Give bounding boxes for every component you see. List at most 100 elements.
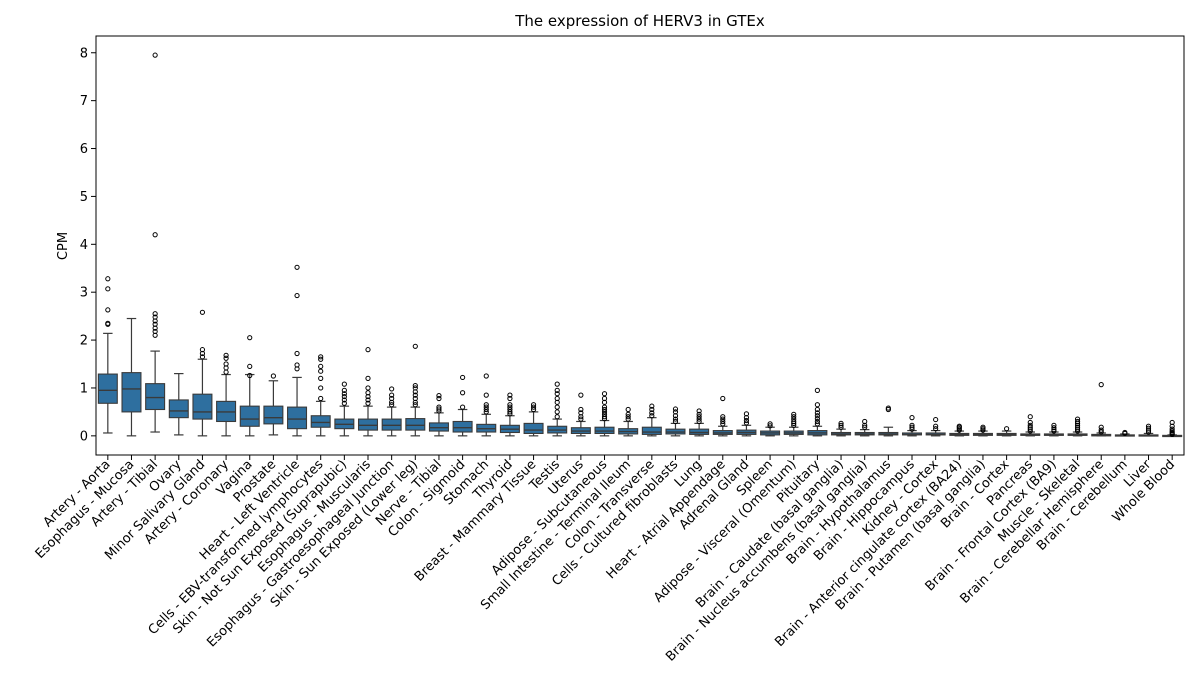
outlier-point xyxy=(412,395,418,402)
iqr-box xyxy=(689,428,710,435)
outlier-point xyxy=(483,373,489,379)
outlier-point xyxy=(743,420,750,426)
outlier-point xyxy=(601,391,608,397)
box-38 xyxy=(996,426,1017,437)
outlier-point xyxy=(1027,419,1033,426)
outlier-point xyxy=(909,422,915,428)
box-23 xyxy=(641,403,662,437)
outlier-point xyxy=(507,402,513,408)
outlier-point xyxy=(152,52,158,58)
box-11 xyxy=(357,347,379,437)
iqr-box xyxy=(641,426,662,435)
outlier-point xyxy=(554,391,560,397)
chart-title: The expression of HERV3 in GTEx xyxy=(514,12,765,30)
outlier-point xyxy=(507,395,513,402)
outlier-point xyxy=(199,354,206,360)
outlier-point xyxy=(649,413,655,419)
box-21 xyxy=(594,391,615,437)
box-33 xyxy=(878,405,899,437)
box-7 xyxy=(263,373,284,436)
outlier-point xyxy=(672,416,679,422)
iqr-box xyxy=(168,399,189,419)
outlier-point xyxy=(554,381,560,387)
outlier-point xyxy=(365,385,371,391)
outlier-point xyxy=(578,406,584,413)
outlier-point xyxy=(483,404,489,410)
outlier-point xyxy=(365,390,371,396)
outlier-point xyxy=(601,409,608,415)
outlier-point xyxy=(814,418,820,425)
iqr-box xyxy=(594,426,615,435)
outlier-point xyxy=(1098,382,1104,388)
outlier-point xyxy=(1169,428,1175,434)
box-10 xyxy=(334,381,355,437)
outlier-point xyxy=(223,361,229,367)
outlier-point xyxy=(720,416,726,422)
outlier-point xyxy=(389,386,395,392)
outlier-point xyxy=(223,352,229,358)
box-20 xyxy=(570,392,591,437)
y-tick-label: 1 xyxy=(80,381,88,396)
box-0 xyxy=(97,276,118,434)
outlier-point xyxy=(672,418,679,425)
outlier-point xyxy=(318,375,324,381)
outlier-point xyxy=(365,347,371,353)
outlier-point xyxy=(152,232,158,238)
box-42 xyxy=(1091,382,1112,437)
outlier-point xyxy=(791,418,797,425)
outlier-point xyxy=(365,397,371,403)
y-tick-label: 4 xyxy=(80,238,88,253)
outlier-point xyxy=(318,368,324,374)
outlier-point xyxy=(767,423,773,429)
box-31 xyxy=(831,420,852,437)
outlier-point xyxy=(885,405,891,411)
outlier-point xyxy=(625,416,631,422)
iqr-box xyxy=(145,383,166,411)
outlier-point xyxy=(909,415,915,421)
box-17 xyxy=(499,392,520,437)
box-39 xyxy=(1020,414,1041,437)
outlier-point xyxy=(105,276,111,282)
outlier-point xyxy=(696,416,702,422)
box-8 xyxy=(287,264,308,437)
outlier-point xyxy=(460,390,466,396)
outlier-point xyxy=(365,375,371,381)
outlier-point xyxy=(743,417,750,424)
iqr-box xyxy=(310,415,331,428)
iqr-box xyxy=(405,418,426,431)
outlier-point xyxy=(672,409,679,415)
outlier-point xyxy=(672,406,679,412)
outlier-point xyxy=(294,264,300,270)
outlier-point xyxy=(341,387,347,393)
outlier-point xyxy=(318,395,324,402)
box-26 xyxy=(712,395,733,437)
outlier-point xyxy=(507,392,513,398)
box-32 xyxy=(854,418,875,437)
outlier-point xyxy=(247,335,253,341)
outlier-point xyxy=(767,421,773,427)
y-tick-label: 2 xyxy=(80,334,88,349)
outlier-point xyxy=(554,395,560,402)
y-axis-ticks: 0 1 2 3 4 5 6 7 8 xyxy=(80,46,96,444)
outlier-point xyxy=(483,409,489,415)
outlier-point xyxy=(649,406,655,413)
outlier-point xyxy=(389,402,395,408)
outlier-point xyxy=(530,404,537,410)
outlier-point xyxy=(720,421,726,427)
outlier-point xyxy=(1051,425,1057,431)
box-1 xyxy=(121,317,142,437)
outlier-point xyxy=(814,410,820,416)
iqr-box xyxy=(263,405,284,425)
outlier-point xyxy=(318,363,324,370)
outlier-point xyxy=(199,309,206,315)
box-41 xyxy=(1067,416,1088,437)
outlier-point xyxy=(625,411,631,417)
outlier-point xyxy=(483,402,489,408)
iqr-box xyxy=(97,373,118,404)
outlier-point xyxy=(389,392,395,398)
box-37 xyxy=(972,424,993,437)
outlier-point xyxy=(1098,429,1104,435)
iqr-box xyxy=(192,393,213,420)
outlier-point xyxy=(294,292,300,299)
y-tick-label: 5 xyxy=(80,190,88,205)
